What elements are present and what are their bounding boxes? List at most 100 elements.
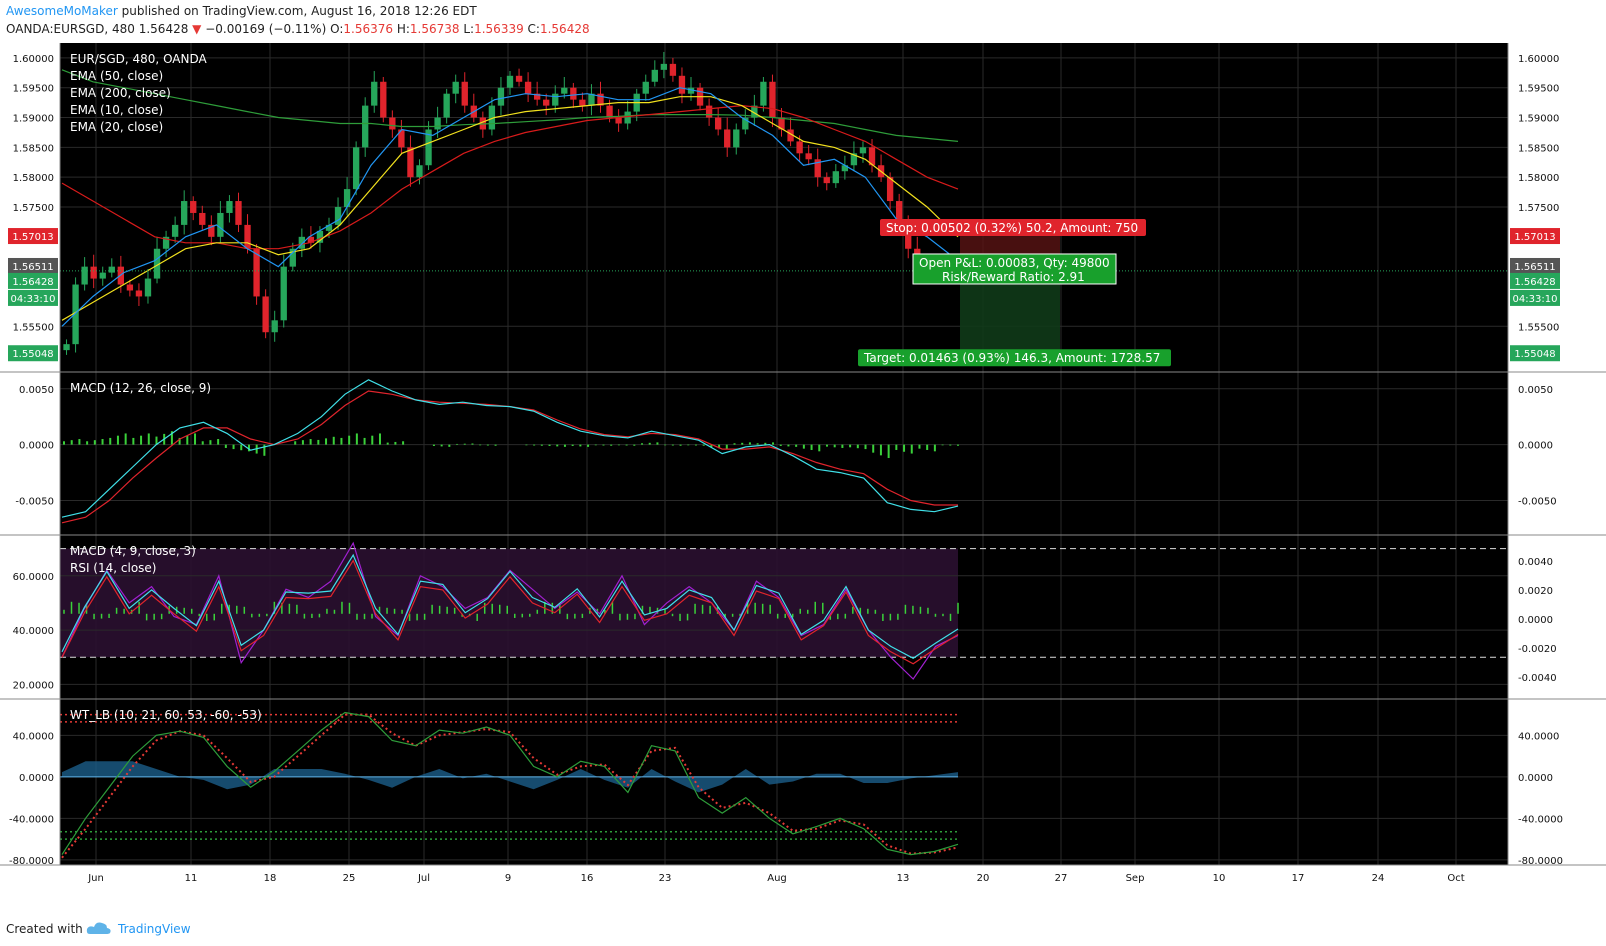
candle-body (380, 81, 387, 118)
x-tick-label: Jul (417, 873, 430, 884)
x-tick-label: 25 (343, 873, 356, 884)
candle-body (896, 201, 903, 225)
down-arrow-icon: ▼ (192, 22, 202, 36)
candle-body (905, 224, 912, 249)
y-tick-label-right: -40.0000 (1518, 814, 1563, 825)
wt2-line (61, 713, 959, 859)
close-value: 1.56428 (539, 22, 590, 36)
candle-body (362, 105, 369, 148)
y-tick-label-right: 0.0000 (1518, 441, 1553, 452)
candle-body (271, 320, 278, 333)
candle-body (199, 212, 206, 225)
candle-body (325, 224, 333, 231)
ema-legend-entry: EMA (20, close) (70, 120, 163, 134)
y-tick-label-left: 40.0000 (13, 731, 54, 742)
low-label: L: (463, 22, 475, 36)
price-badge-left (8, 289, 58, 306)
candle-body (63, 344, 70, 351)
open-value: 1.56376 (343, 22, 393, 36)
macd-line (61, 379, 959, 518)
candle-body (760, 81, 767, 106)
ema200-line (61, 69, 959, 142)
candle-body (796, 141, 803, 154)
candle-body (208, 224, 215, 237)
x-tick-label: Jun (87, 873, 104, 884)
candle-body (90, 266, 97, 279)
price-badge-right (1510, 345, 1560, 362)
candle-body (135, 290, 143, 297)
candle-body (705, 105, 713, 118)
x-tick-label: 27 (1055, 873, 1068, 884)
x-tick-label: 11 (185, 873, 198, 884)
candle-body (570, 87, 577, 100)
tradingview-link[interactable]: TradingView (118, 922, 191, 936)
chart-canvas[interactable]: Jun 11 18 25 Jul 9 16 23 Aug 13 20 27 Sep 10 17 24 Oct 1.… (0, 43, 1606, 912)
price-badge-right-label: 1.55048 (1514, 349, 1555, 360)
y-tick-label-left: 0.0000 (19, 441, 54, 452)
candle-body (334, 207, 342, 225)
open-label: O: (330, 22, 344, 36)
publish-info: published on TradingView.com, August 16,… (121, 4, 477, 18)
y-tick-label-left: 0.0000 (19, 773, 54, 784)
candle-body (868, 147, 876, 166)
candle-body (235, 201, 242, 225)
ema20-line (61, 96, 959, 321)
candle-body (280, 266, 287, 321)
x-tick-label: Oct (1447, 873, 1464, 884)
time-axis-background (0, 865, 1606, 912)
x-tick-label: 17 (1292, 873, 1305, 884)
candle-body (289, 248, 296, 267)
candle-body (425, 129, 432, 166)
footer: Created with TradingView (0, 912, 1606, 946)
candle-body (615, 117, 622, 124)
tradingview-cloud-icon (86, 920, 112, 940)
candle-body (841, 165, 849, 172)
candle-body (651, 69, 658, 82)
price-badge-left (8, 345, 58, 362)
candle-body (443, 93, 450, 118)
y-tick-label-left: 1.58500 (13, 143, 54, 154)
candle-body (597, 93, 604, 106)
candle-body (660, 63, 668, 70)
close-label: C: (527, 22, 540, 36)
author-link[interactable]: AwesomeMoMaker (6, 4, 118, 18)
price-badge-right-label: 04:33:10 (1513, 294, 1558, 305)
risk-reward-label: Risk/Reward Ratio: 2.91 (942, 270, 1085, 284)
candle-body (244, 224, 251, 249)
ema-legend-entry: EMA (10, close) (70, 103, 163, 117)
macd-fast-pane-title: MACD (4, 9, close, 3) (70, 544, 196, 558)
chart-header: AwesomeMoMaker published on TradingView.… (0, 0, 1606, 43)
candle-body (561, 87, 568, 94)
y-tick-label-right: 0.0000 (1518, 773, 1553, 784)
high-label: H: (396, 22, 410, 36)
price-badge-left (8, 228, 58, 245)
candle-body (588, 93, 595, 106)
candle-body (787, 129, 794, 142)
rsi-line (61, 541, 959, 680)
y-tick-label-right: 1.58500 (1518, 143, 1559, 154)
candle-body (832, 171, 839, 184)
candle-body (262, 296, 269, 333)
candle-body (814, 159, 821, 178)
x-tick-label: 23 (659, 873, 672, 884)
candle-body (126, 284, 134, 291)
ema-legend-entry: EMA (50, close) (70, 69, 163, 83)
candle-body (886, 177, 894, 202)
left-axis-background (0, 43, 60, 865)
macd-fast-line (61, 553, 959, 659)
candle-body (778, 117, 785, 130)
candle-body (144, 278, 152, 297)
price-badge-right (1510, 272, 1560, 289)
candle-body (389, 117, 396, 130)
y-tick-label-left: -80.0000 (9, 856, 54, 867)
candle-body (642, 81, 649, 94)
candle-body (343, 189, 351, 207)
candle-body (352, 147, 360, 190)
candle-body (724, 129, 731, 148)
candle-body (162, 236, 170, 249)
x-tick-label: 16 (581, 873, 594, 884)
y-tick-label-right: 0.0040 (1518, 557, 1553, 568)
candle-body (452, 81, 459, 94)
y-tick-label-left: 1.59000 (13, 114, 54, 125)
candle-body (524, 81, 532, 94)
